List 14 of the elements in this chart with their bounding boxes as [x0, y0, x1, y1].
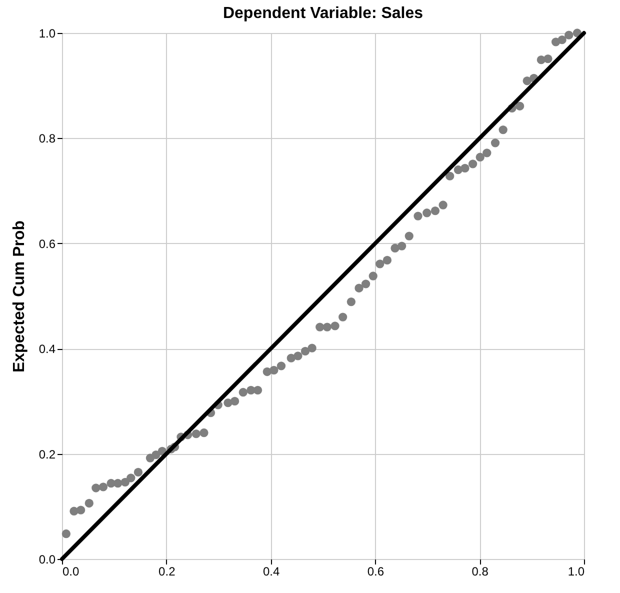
y-tick-label: 1.0 — [38, 26, 56, 40]
x-tick-label: 1.0 — [568, 564, 585, 578]
x-tick-label: 0.6 — [367, 564, 384, 578]
y-tick-label: 0.8 — [38, 132, 56, 146]
x-tick-label: 0.4 — [262, 564, 280, 578]
x-tick-label: 0.8 — [472, 564, 489, 578]
y-tick-label: 0.6 — [38, 236, 56, 251]
x-tick-label: 0.0 — [62, 564, 80, 578]
chart-title: Dependent Variable: Sales — [222, 5, 424, 22]
y-tick-label: 0.0 — [38, 552, 56, 566]
y-tick-label: 0.2 — [38, 447, 56, 462]
y-tick-label: 0.4 — [38, 342, 56, 356]
x-tick-label: 0.2 — [158, 564, 176, 578]
y-axis-title: Expected Cum Prob — [10, 220, 28, 373]
